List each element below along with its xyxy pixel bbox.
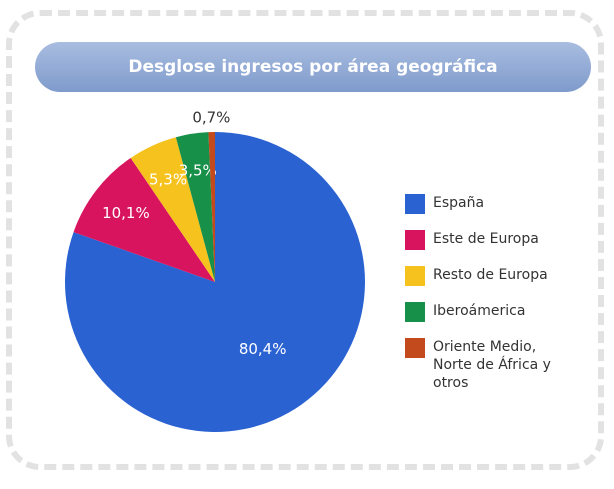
pie-slice <box>130 137 215 282</box>
legend-swatch <box>405 230 425 250</box>
chart-title: Desglose ingresos por área geográfica <box>35 42 591 92</box>
legend-swatch <box>405 338 425 358</box>
legend-label: Este de Europa <box>433 231 539 247</box>
data-label: 0,7% <box>192 109 230 127</box>
data-label: 3,5% <box>179 161 217 179</box>
legend-item: Este de Europa <box>405 230 573 250</box>
legend-swatch <box>405 302 425 322</box>
legend-swatch <box>405 194 425 214</box>
data-label: 10,1% <box>102 204 150 222</box>
data-label: 5,3% <box>149 170 187 188</box>
legend-item: Resto de Europa <box>405 266 573 286</box>
legend-item: España <box>405 194 573 214</box>
pie-slice <box>73 157 215 282</box>
legend-swatch <box>405 266 425 286</box>
legend-label: España <box>433 195 485 211</box>
pie-slice <box>208 132 215 282</box>
frame <box>6 10 604 470</box>
legend-item: Iberoámerica <box>405 302 573 322</box>
legend-label: Oriente Medio, Norte de África y otros <box>433 339 551 391</box>
legend-label: Iberoámerica <box>433 303 526 319</box>
data-label: 80,4% <box>239 340 287 358</box>
legend-label: Resto de Europa <box>433 267 548 283</box>
legend-item: Oriente Medio, Norte de África y otros <box>405 338 573 392</box>
pie-slice <box>65 132 366 432</box>
pie-slice <box>175 132 215 282</box>
